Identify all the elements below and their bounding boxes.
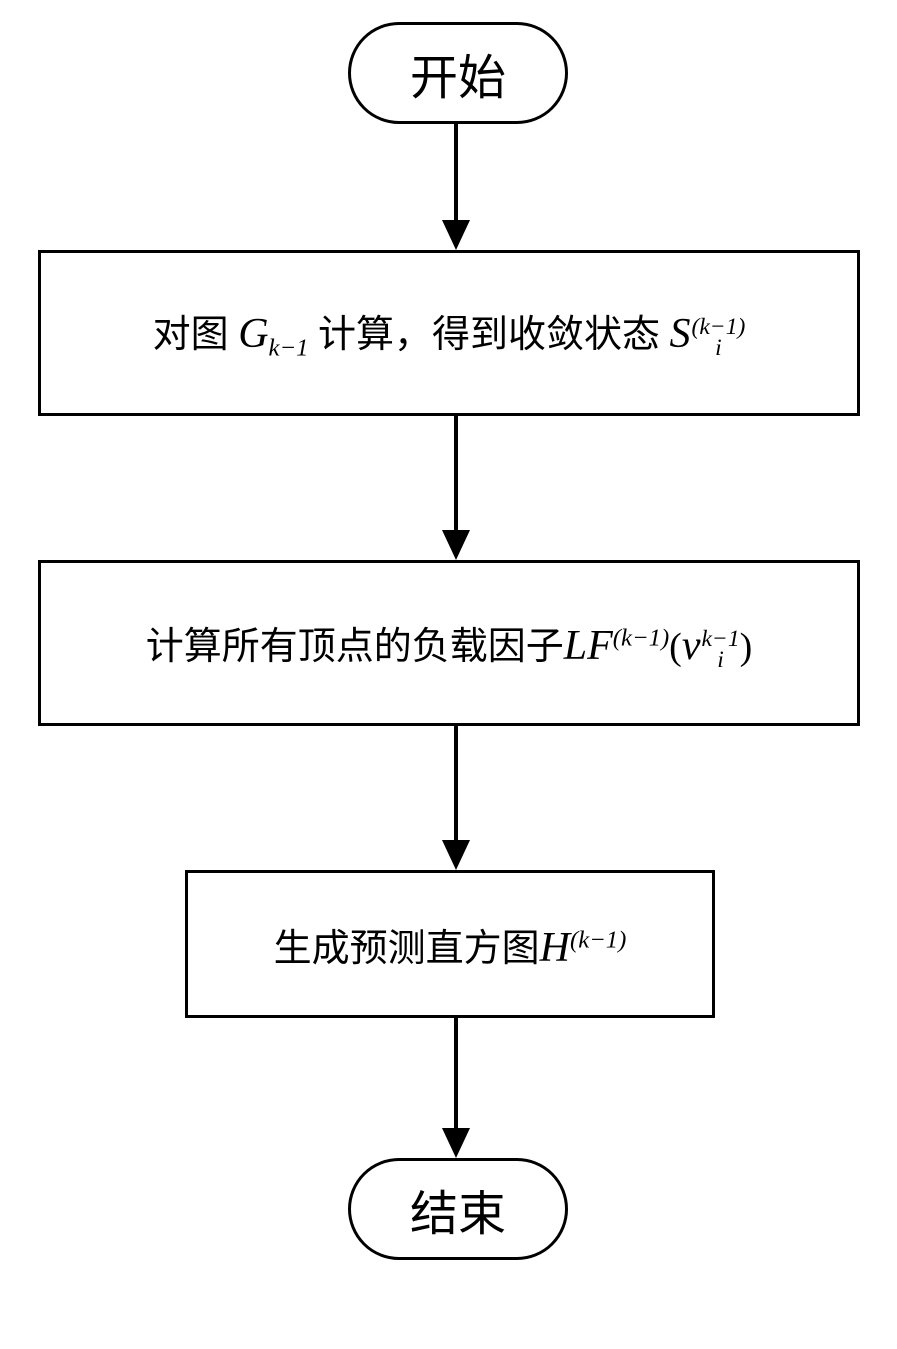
arrow-1-head — [442, 220, 470, 250]
arrow-3-line — [454, 726, 458, 840]
start-label: 开始 — [410, 38, 506, 108]
step1-math-S-supsub: (k−1)i — [692, 317, 746, 359]
flowchart-root: 开始 对图 Gk−1 计算，得到收敛状态 S(k−1)i 计算所有顶点的负载因子… — [0, 0, 897, 1349]
step2-paren-close: ) — [740, 626, 753, 668]
step3-node: 生成预测直方图H(k−1) — [185, 870, 715, 1018]
step2-node: 计算所有顶点的负载因子LF(k−1)(vk−1i) — [38, 560, 860, 726]
step2-math-v-sub: i — [701, 650, 739, 671]
step2-math-LF: LF — [564, 623, 613, 669]
step2-math-v-supsub: k−1i — [701, 629, 739, 671]
step1-text-pre: 对图 — [153, 314, 239, 356]
arrow-2-line — [454, 416, 458, 530]
step1-label: 对图 Gk−1 计算，得到收敛状态 S(k−1)i — [153, 303, 746, 363]
step1-text-mid: 计算，得到收敛状态 — [309, 314, 670, 356]
arrow-4-head — [442, 1128, 470, 1158]
step3-text-pre: 生成预测直方图 — [274, 928, 540, 970]
step1-math-S-sub: i — [692, 338, 746, 359]
step2-math-v: v — [682, 623, 701, 669]
step2-label: 计算所有顶点的负载因子LF(k−1)(vk−1i) — [146, 615, 753, 671]
step1-math-G: G — [238, 311, 268, 357]
end-node: 结束 — [348, 1158, 568, 1260]
step3-math-H-sup: (k−1) — [570, 926, 626, 953]
step1-math-G-sub: k−1 — [269, 335, 309, 362]
arrow-2-head — [442, 530, 470, 560]
step2-text-pre: 计算所有顶点的负载因子 — [146, 626, 564, 668]
arrow-3-head — [442, 840, 470, 870]
step2-paren-open: ( — [669, 626, 682, 668]
arrow-4-line — [454, 1018, 458, 1128]
step3-label: 生成预测直方图H(k−1) — [274, 917, 627, 972]
end-label: 结束 — [410, 1174, 506, 1244]
step1-math-S: S — [670, 311, 691, 357]
step3-math-H: H — [540, 925, 570, 971]
step2-math-LF-sup: (k−1) — [613, 624, 669, 651]
start-node: 开始 — [348, 22, 568, 124]
step1-node: 对图 Gk−1 计算，得到收敛状态 S(k−1)i — [38, 250, 860, 416]
arrow-1-line — [454, 124, 458, 220]
